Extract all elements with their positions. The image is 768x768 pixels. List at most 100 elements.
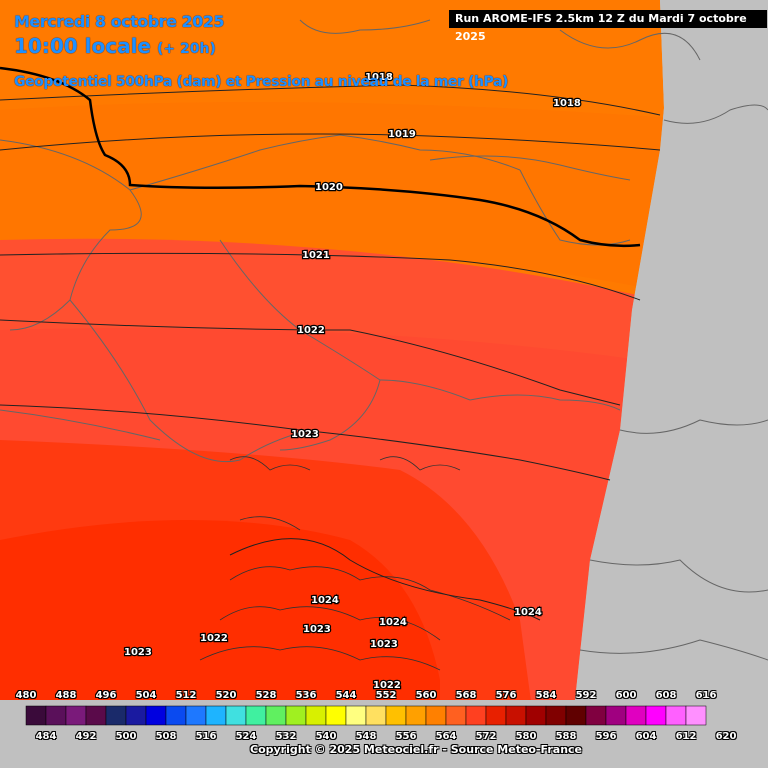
isobar-label: 1023: [303, 624, 331, 635]
legend-label: 616: [695, 690, 717, 701]
legend-swatch: [145, 705, 167, 726]
legend-swatch: [285, 705, 307, 726]
legend-swatch: [185, 705, 207, 726]
legend-swatch: [465, 705, 487, 726]
legend-swatch: [625, 705, 647, 726]
isobar-label: 1023: [370, 639, 398, 650]
legend-label: 480: [15, 690, 37, 701]
legend-label: 568: [455, 690, 477, 701]
isobar-1020: [0, 66, 641, 248]
isobar-label: 1018: [553, 98, 581, 109]
pressure-band-1024: [0, 520, 440, 700]
legend-swatch: [405, 705, 427, 726]
legend-label: 504: [135, 690, 157, 701]
legend-swatch: [45, 705, 67, 726]
legend-label: 556: [395, 731, 417, 742]
legend-swatch: [165, 705, 187, 726]
legend-label: 520: [215, 690, 237, 701]
legend-label: 600: [615, 690, 637, 701]
legend-label: 524: [235, 731, 257, 742]
legend-swatch: [225, 705, 247, 726]
legend-label: 596: [595, 731, 617, 742]
isobar-label: 1022: [297, 325, 325, 336]
isobar-lines: [0, 84, 661, 621]
legend-labels-bottom: 484 492 500 508 516 524 532 540 548 556 564 572 580 5…: [0, 731, 768, 745]
legend-label: 584: [535, 690, 557, 701]
legend-label: 564: [435, 731, 457, 742]
legend-label: 488: [55, 690, 77, 701]
legend-label: 552: [375, 690, 397, 701]
legend-swatch: [605, 705, 627, 726]
lead-time: (+ 20h): [157, 41, 216, 57]
legend-label: 484: [35, 731, 57, 742]
legend-swatch: [65, 705, 87, 726]
legend-label: 536: [295, 690, 317, 701]
legend-swatch: [345, 705, 367, 726]
legend-label: 572: [475, 731, 497, 742]
legend-label: 580: [515, 731, 537, 742]
isobar-label: 1023: [291, 429, 319, 440]
forecast-date: Mercredi 8 octobre 2025: [14, 12, 225, 31]
color-scale: [25, 705, 707, 726]
legend-label: 540: [315, 731, 337, 742]
legend-swatch: [105, 705, 127, 726]
legend-label: 588: [555, 731, 577, 742]
legend-label: 612: [675, 731, 697, 742]
legend-swatch: [685, 705, 707, 726]
isobar-label: 1021: [302, 250, 330, 261]
legend-swatch: [485, 705, 507, 726]
legend-label: 548: [355, 731, 377, 742]
copyright: Copyright © 2025 Meteociel.fr - Source M…: [250, 743, 583, 756]
isobar-label: 1023: [124, 647, 152, 658]
legend-label: 608: [655, 690, 677, 701]
legend-swatch: [645, 705, 667, 726]
legend-labels-top: 480 488 496 504 512 520 528 536 544 552 560 568 576 5…: [0, 690, 768, 704]
legend-label: 604: [635, 731, 657, 742]
legend-swatch: [365, 705, 387, 726]
isobar-label: 1022: [373, 680, 401, 691]
legend-label: 560: [415, 690, 437, 701]
legend-swatch: [585, 705, 607, 726]
legend-label: 508: [155, 731, 177, 742]
isobar-label: 1018: [365, 72, 393, 83]
isobar-label: 1024: [311, 595, 339, 606]
legend-swatch: [265, 705, 287, 726]
legend-swatch: [545, 705, 567, 726]
legend-swatch: [505, 705, 527, 726]
run-info: Run AROME-IFS 2.5km 12 Z du Mardi 7 octo…: [449, 10, 767, 43]
forecast-time: 10:00 locale (+ 20h): [14, 34, 216, 58]
legend-label: 492: [75, 731, 97, 742]
isobar-label: 1024: [379, 617, 407, 628]
legend-swatch: [305, 705, 327, 726]
legend-label: 516: [195, 731, 217, 742]
legend-label: 532: [275, 731, 297, 742]
legend-label: 576: [495, 690, 517, 701]
parameter-title: Geopotentiel 500hPa (dam) et Pression au…: [14, 74, 509, 90]
legend-swatch: [665, 705, 687, 726]
isobar-label: 1020: [315, 182, 343, 193]
legend-swatch: [205, 705, 227, 726]
terrain-contours: [199, 456, 511, 671]
legend-label: 496: [95, 690, 117, 701]
legend-swatch: [565, 705, 587, 726]
country-borders: [0, 19, 768, 661]
pressure-band-1019: [0, 102, 664, 300]
isobar-label: 1024: [514, 607, 542, 618]
legend-swatch: [525, 705, 547, 726]
legend-swatch: [385, 705, 407, 726]
legend-swatch: [325, 705, 347, 726]
legend-swatch: [245, 705, 267, 726]
legend-label: 500: [115, 731, 137, 742]
legend-label: 528: [255, 690, 277, 701]
legend-swatch: [25, 705, 47, 726]
legend-swatch: [425, 705, 447, 726]
legend-swatch: [125, 705, 147, 726]
isobar-label: 1019: [388, 129, 416, 140]
legend-swatch: [85, 705, 107, 726]
isobar-label: 1022: [200, 633, 228, 644]
legend-label: 512: [175, 690, 197, 701]
legend-label: 620: [715, 731, 737, 742]
legend-label: 544: [335, 690, 357, 701]
legend-label: 592: [575, 690, 597, 701]
